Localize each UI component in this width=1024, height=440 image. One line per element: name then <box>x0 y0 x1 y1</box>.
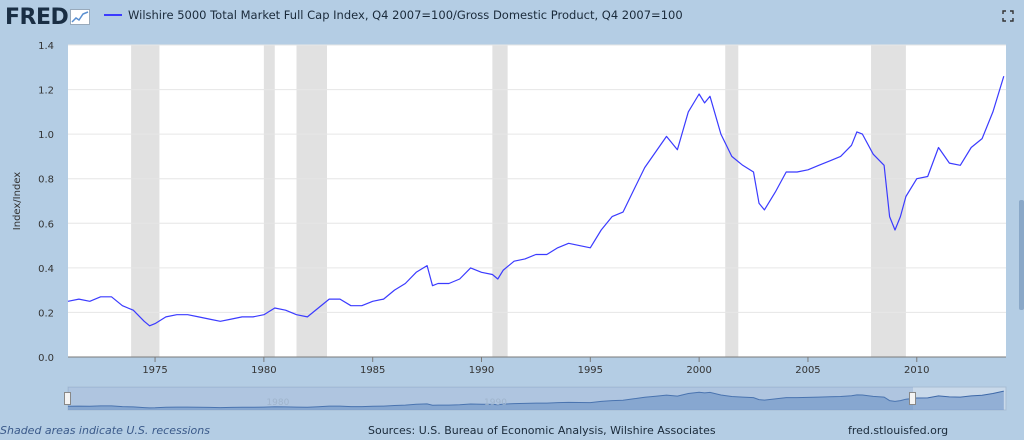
x-tick-label: 1990 <box>469 365 494 376</box>
y-tick-label: 0.8 <box>38 175 54 186</box>
navigator-area <box>68 391 1004 410</box>
y-axis-label: Index/Index <box>12 172 23 231</box>
navigator-line <box>67 390 1004 409</box>
x-tick-label: 1980 <box>251 365 276 376</box>
recession-band <box>492 45 508 357</box>
fred-logo[interactable]: FRED <box>5 4 91 30</box>
recession-note: Shaded areas indicate U.S. recessions <box>0 424 210 437</box>
recession-band <box>725 45 739 357</box>
fred-link[interactable]: fred.stlouisfed.org <box>848 424 949 437</box>
recession-band <box>263 45 275 357</box>
recession-band <box>131 45 160 357</box>
x-tick-label: 1975 <box>142 365 167 376</box>
y-tick-label: 1.0 <box>38 130 54 141</box>
navigator-selection <box>68 387 913 410</box>
legend-swatch <box>104 14 122 16</box>
fullscreen-icon[interactable] <box>1002 10 1014 22</box>
source-text: Sources: U.S. Bureau of Economic Analysi… <box>368 424 716 437</box>
logo-text: FRED <box>5 4 69 30</box>
y-tick-label: 1.2 <box>38 86 54 97</box>
scrollbar[interactable] <box>1019 200 1024 310</box>
y-tick-label: 0.0 <box>38 353 54 364</box>
x-tick-label: 2000 <box>686 365 711 376</box>
logo-graph-icon <box>70 9 91 25</box>
y-tick-label: 0.4 <box>38 264 54 275</box>
navigator-left-handle[interactable] <box>64 392 71 405</box>
navigator-right-handle[interactable] <box>909 392 916 405</box>
x-tick-label: 1995 <box>578 365 603 376</box>
x-tick-label: 2005 <box>795 365 820 376</box>
navigator-tick-label: 1990 <box>484 398 507 408</box>
chart-legend: Wilshire 5000 Total Market Full Cap Inde… <box>104 8 683 22</box>
navigator-tick-label: 1980 <box>266 398 289 408</box>
plot-background <box>68 45 1006 357</box>
y-tick-label: 1.4 <box>38 41 54 52</box>
series-line <box>67 76 1005 327</box>
y-tick-label: 0.2 <box>38 308 54 319</box>
legend-label: Wilshire 5000 Total Market Full Cap Inde… <box>128 8 683 22</box>
x-tick-label: 2010 <box>904 365 929 376</box>
y-tick-label: 0.6 <box>38 219 54 230</box>
x-tick-label: 1985 <box>360 365 385 376</box>
recession-band <box>296 45 327 357</box>
